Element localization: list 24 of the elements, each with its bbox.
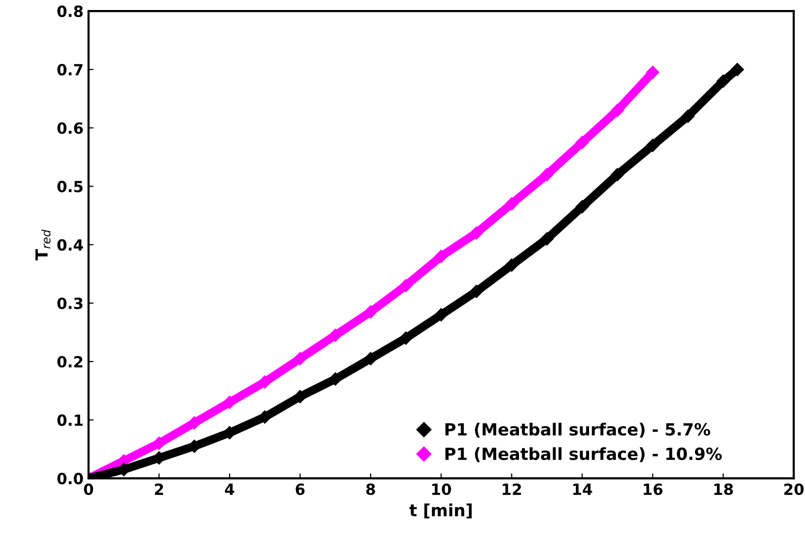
x-tick-label: 12 [502,483,521,495]
x-tick-label: 14 [573,484,592,495]
y-tick-label: 0.0 [57,472,83,484]
legend-label: P1 (Meatball surface) - 5.7% [445,422,710,438]
x-tick-label: 2 [154,483,164,495]
y-tick-label: 0.6 [57,122,83,134]
y-tick-label: 0.3 [57,298,82,310]
y-tick-label: 0.5 [57,180,83,192]
y-tick-label: 0.7 [57,64,82,76]
x-tick-label: 8 [366,483,375,496]
y-tick-label: 0.2 [57,356,82,368]
x-tick-label: 10 [432,483,452,496]
x-axis-title: t [min] [409,504,472,518]
legend-label: P1 (Meatball surface) - 10.9% [445,447,722,462]
y-tick-label: 0.1 [57,414,83,426]
x-tick-label: 18 [714,483,733,496]
x-tick-label: 20 [784,483,804,496]
x-tick-label: 0 [84,483,94,496]
x-tick-label: 16 [644,483,663,496]
y-tick-label: 0.8 [57,6,83,18]
y-axis-title: T$_{red}$ [35,229,50,260]
x-tick-label: 6 [296,483,305,496]
y-tick-label: 0.4 [57,239,83,251]
x-tick-label: 4 [224,484,234,495]
